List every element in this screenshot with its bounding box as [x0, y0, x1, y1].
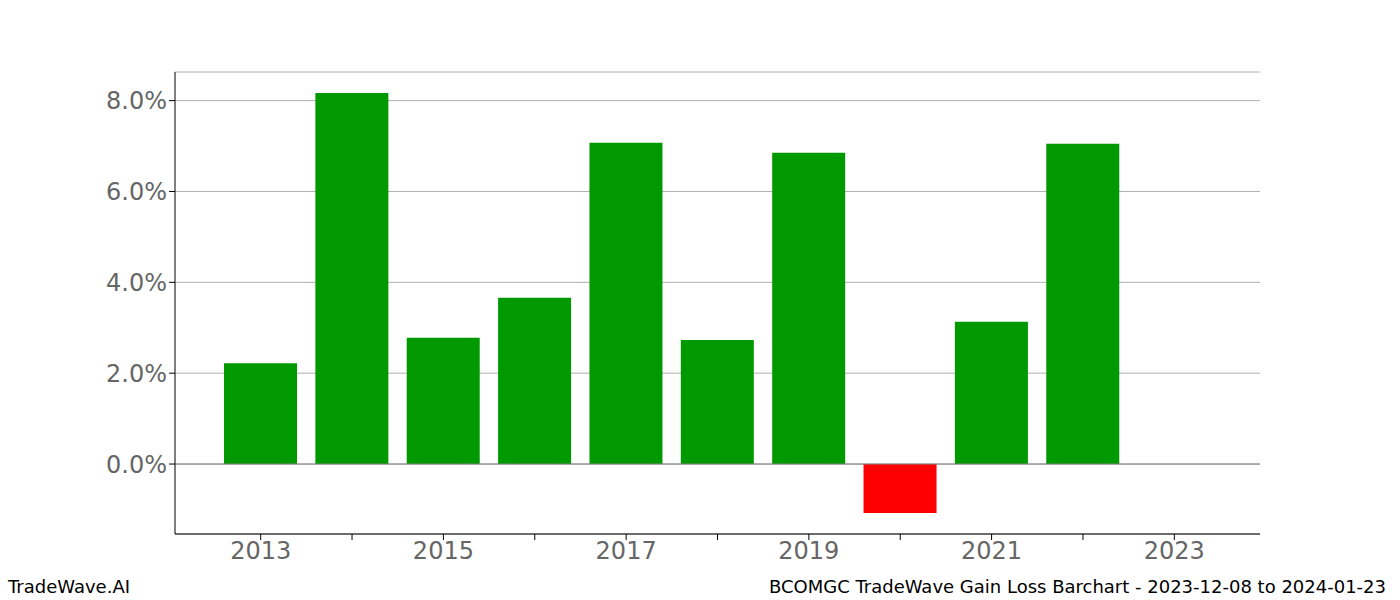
svg-text:4.0%: 4.0% — [106, 269, 167, 297]
svg-text:2021: 2021 — [961, 537, 1022, 565]
svg-text:2023: 2023 — [1144, 537, 1205, 565]
svg-text:0.0%: 0.0% — [106, 451, 167, 479]
html-text:BCOMGC TradeWave Gain Loss Bar: BCOMGC TradeWave Gain Loss Barchart - 20… — [768, 576, 1386, 597]
svg-text:2013: 2013 — [230, 537, 291, 565]
html-text:TradeWave.AI: TradeWave.AI — [8, 576, 130, 597]
svg-text:2.0%: 2.0% — [106, 360, 167, 388]
svg-text:2019: 2019 — [778, 537, 839, 565]
svg-text:2017: 2017 — [596, 537, 657, 565]
svg-text:2015: 2015 — [413, 537, 474, 565]
svg-text:8.0%: 8.0% — [106, 87, 167, 115]
svg-text:6.0%: 6.0% — [106, 178, 167, 206]
